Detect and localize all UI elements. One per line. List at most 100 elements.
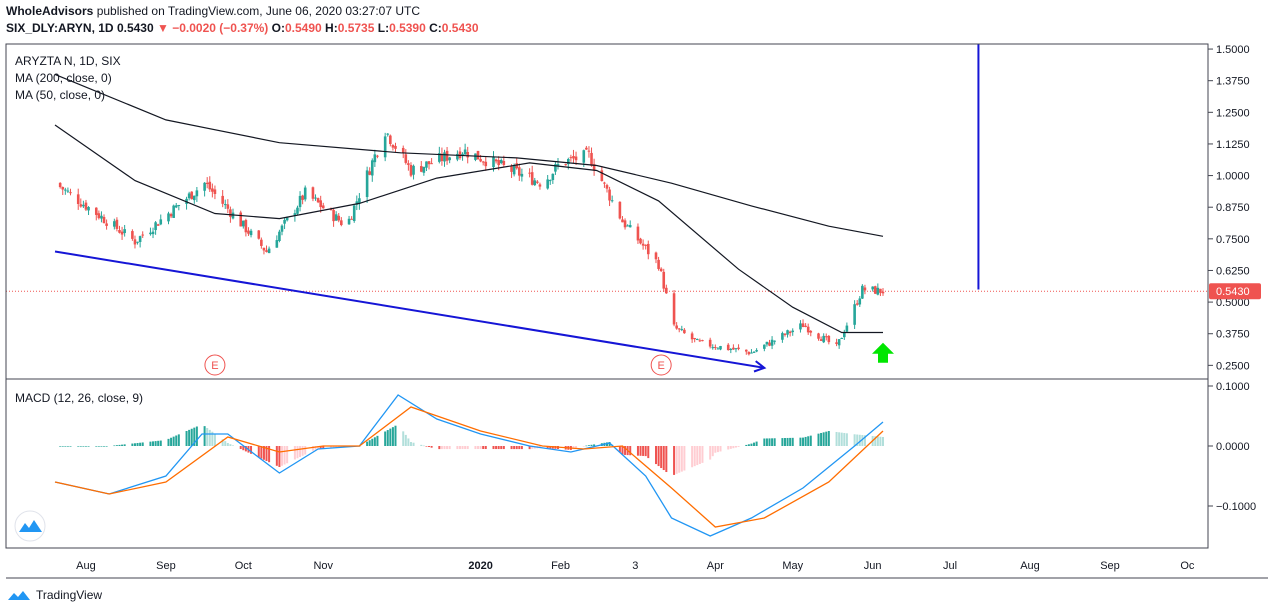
candle: [115, 219, 119, 229]
macd-histogram-bar: [845, 433, 848, 446]
footer-brand: TradingView: [6, 588, 102, 602]
candle: [608, 189, 611, 201]
macd-legend[interactable]: MACD (12, 26, close, 9): [15, 391, 144, 405]
candle: [822, 335, 825, 343]
macd-histogram-bar: [61, 446, 64, 447]
candle: [208, 181, 212, 190]
macd-histogram-bar: [278, 446, 281, 467]
macd-histogram-bar: [322, 446, 325, 449]
macd-histogram-bar: [211, 431, 214, 446]
candle: [337, 215, 341, 221]
macd-histogram-bar: [221, 439, 224, 446]
candle: [680, 329, 684, 331]
candle: [275, 240, 279, 248]
macd-histogram-bar: [771, 438, 774, 446]
candle: [659, 268, 663, 272]
macd-histogram-bar: [838, 432, 841, 446]
candle: [675, 325, 678, 329]
price-tick-label: 1.2500: [1216, 107, 1250, 119]
macd-histogram-bar: [172, 436, 175, 446]
macd-histogram-bar: [765, 438, 768, 446]
macd-histogram-bar: [389, 428, 392, 446]
candle: [229, 209, 232, 217]
candle: [278, 231, 281, 241]
candle: [321, 205, 325, 209]
macd-histogram-bar: [115, 445, 118, 446]
candle: [257, 230, 261, 239]
macd-histogram-bar: [157, 440, 160, 446]
macd-histogram-bar: [881, 437, 884, 446]
time-tick-label: Jun: [864, 560, 882, 572]
candle: [102, 216, 106, 224]
macd-histogram-bar: [250, 446, 253, 454]
macd-histogram-bar: [412, 442, 415, 446]
ma200-legend[interactable]: MA (200, close, 0): [15, 71, 112, 85]
macd-histogram-bar: [662, 446, 665, 471]
candle: [316, 198, 320, 203]
publisher-name[interactable]: WholeAdvisors: [6, 4, 94, 18]
macd-histogram-bar: [314, 446, 317, 450]
macd-histogram-bar: [335, 446, 338, 448]
macd-histogram-bar: [118, 444, 121, 446]
candle: [156, 224, 160, 226]
macd-histogram-bar: [299, 446, 302, 458]
macd-histogram-bar: [474, 446, 477, 450]
ma50-legend[interactable]: MA (50, close, 0): [15, 88, 106, 102]
macd-histogram-bar: [77, 446, 80, 447]
macd-histogram-bar: [696, 446, 699, 466]
macd-histogram-bar: [193, 427, 196, 446]
candle: [419, 166, 423, 172]
macd-histogram-bar: [190, 428, 193, 446]
macd-histogram-bar: [428, 446, 431, 447]
macd-histogram-bar: [825, 431, 828, 446]
macd-histogram-bar: [422, 445, 425, 447]
plot-frame: [5, 43, 1209, 549]
macd-histogram-bar: [257, 446, 260, 458]
candle: [177, 204, 181, 206]
candle: [409, 164, 413, 176]
candle: [422, 166, 426, 173]
macd-histogram-bar: [817, 433, 820, 446]
price-tick-label: 0.7500: [1216, 234, 1250, 246]
trendline-arrowhead: [753, 360, 767, 373]
signal-line: [54, 406, 884, 528]
candle: [701, 340, 704, 342]
candle: [298, 195, 302, 208]
macd-histogram-bar: [100, 446, 103, 447]
candle: [169, 214, 173, 217]
candle: [747, 351, 751, 355]
candle: [445, 150, 449, 161]
macd-histogram-bar: [229, 444, 232, 446]
macd-histogram-bar: [239, 446, 242, 449]
candle: [871, 286, 874, 290]
macd-histogram-bar: [500, 446, 503, 450]
candle: [564, 164, 568, 166]
last-price: 0.5430: [116, 21, 154, 35]
open-label: O:: [271, 21, 285, 35]
macd-histogram-bar: [799, 437, 802, 446]
candle: [781, 333, 784, 340]
candle: [458, 151, 462, 159]
macd-histogram-bar: [807, 436, 810, 446]
candle: [510, 166, 513, 172]
macd-histogram-bar: [206, 428, 209, 446]
macd-histogram-bar: [366, 441, 369, 446]
candle: [819, 339, 823, 341]
candle: [623, 220, 627, 228]
macd-histogram-bar: [809, 435, 812, 446]
candle: [881, 291, 885, 294]
trendline: [54, 250, 765, 369]
macd-histogram-bar: [368, 440, 371, 446]
macd-histogram-bar: [340, 446, 343, 448]
macd-histogram-bar: [827, 431, 830, 446]
macd-histogram-bar: [804, 436, 807, 446]
candle: [572, 156, 575, 159]
macd-histogram-bar: [675, 446, 678, 474]
candle: [265, 250, 268, 252]
macd-histogram-bar: [734, 446, 737, 448]
candle: [187, 193, 191, 199]
macd-histogram-bar: [226, 443, 229, 446]
candle: [66, 190, 70, 192]
candle: [438, 153, 441, 162]
